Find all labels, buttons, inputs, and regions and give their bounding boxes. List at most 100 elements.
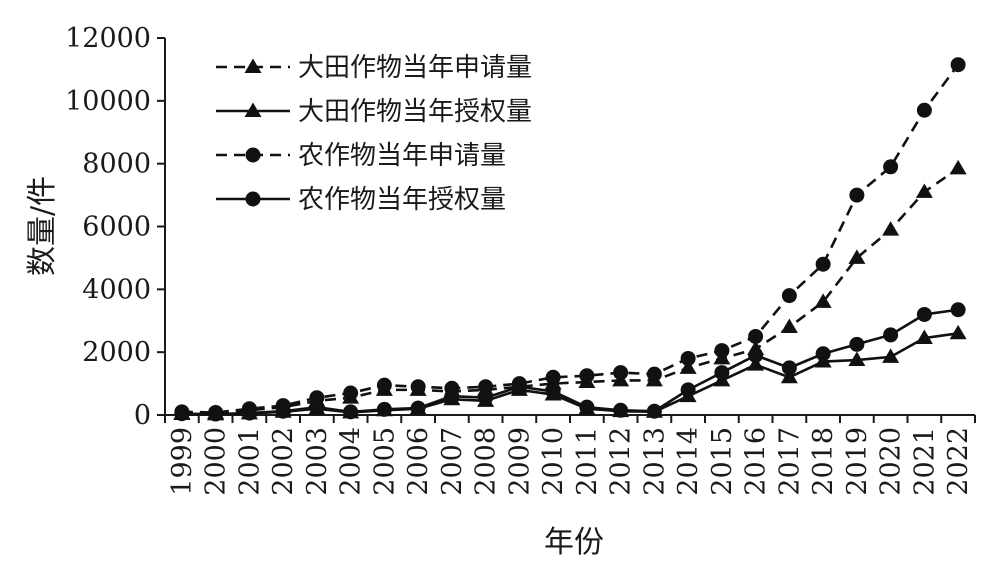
y-axis-title: 数量/件 [25,176,60,276]
data-point [444,388,460,404]
x-tick-label: 2006 [403,427,434,496]
data-point [915,183,933,198]
legend-label: 大田作物当年授权量 [298,97,532,127]
data-point [376,401,392,417]
data-point [780,318,798,333]
y-tick-label: 0 [134,400,151,431]
x-axis-title: 年份 [544,525,604,560]
data-point [343,404,359,420]
y-tick-label: 4000 [82,274,151,305]
data-point [882,221,900,236]
data-point [679,359,697,374]
data-point [478,379,494,395]
data-point [780,368,798,384]
data-point [915,329,933,344]
data-point [511,379,527,395]
data-point [949,324,967,340]
y-tick-label: 2000 [82,337,151,368]
data-point [849,336,865,352]
data-point [714,365,730,381]
data-point [714,343,730,359]
x-tick-label: 2016 [741,427,772,496]
data-point [410,379,426,395]
data-point [815,256,831,272]
data-point [849,187,865,203]
x-tick-label: 2012 [606,427,637,496]
legend-marker [245,191,261,207]
x-tick-label: 2015 [707,427,738,496]
data-point [241,405,257,421]
data-point [848,249,866,264]
data-point [781,288,797,304]
x-tick-label: 2008 [471,427,502,496]
legend-marker [245,147,261,163]
x-tick-label: 1999 [167,427,198,496]
x-tick-label: 2003 [302,427,333,496]
data-point [680,382,696,398]
data-point [748,328,764,344]
data-point [478,390,494,406]
plot-area [173,57,967,422]
data-point [613,365,629,381]
data-point [916,102,932,118]
data-point [275,403,291,419]
data-point [815,346,831,362]
legend-label: 农作物当年申请量 [298,141,506,171]
series-4 [174,302,966,422]
legend-item: 农作物当年申请量 [216,141,506,171]
data-point [579,399,595,415]
x-tick-label: 2019 [842,427,873,496]
y-ticks: 0 2000 4000 6000 8000 10000 12000 [65,23,165,431]
legend-item: 大田作物当年申请量 [216,53,532,83]
y-tick-label: 6000 [82,212,151,243]
x-tick-label: 2005 [369,427,400,496]
x-tick-label: 2018 [808,427,839,496]
x-tick-label: 2014 [673,427,704,496]
x-ticks: 1999 2000 2001 2002 2003 2004 2005 2006 2007 2008… [164,415,976,496]
legend-label: 大田作物当年申请量 [298,53,532,83]
data-point [747,356,765,371]
data-point [646,403,662,419]
y-tick-label: 12000 [65,23,151,54]
data-point [883,159,899,175]
x-tick-label: 2013 [639,427,670,496]
data-point [916,306,932,322]
data-point [814,293,832,308]
data-point [174,406,190,422]
x-tick-label: 2000 [201,427,232,496]
legend-item: 大田作物当年授权量 [216,97,532,127]
axes: 0 2000 4000 6000 8000 10000 12000 1999 2000 2001… [65,23,976,496]
legend-label: 农作物当年授权量 [298,185,506,215]
x-tick-label: 2010 [538,427,569,496]
data-point [410,400,426,416]
y-tick-label: 8000 [82,149,151,180]
legend-marker [244,58,262,73]
series-3 [174,57,966,420]
data-point [613,402,629,418]
x-tick-label: 2020 [876,427,907,496]
data-point [781,360,797,376]
x-tick-label: 2022 [943,427,974,496]
x-tick-label: 2007 [437,427,468,496]
data-point [950,302,966,318]
y-tick-label: 10000 [65,86,151,117]
data-point [343,385,359,401]
data-point [309,399,325,415]
data-point [748,347,764,363]
x-tick-label: 2004 [336,427,367,496]
data-point [208,406,224,422]
data-point [882,348,900,363]
x-tick-label: 2017 [774,427,805,496]
data-point [680,350,696,366]
data-point [646,366,662,382]
data-point [950,57,966,73]
x-tick-label: 2009 [504,427,535,496]
x-tick-label: 2011 [572,427,603,496]
data-point [376,377,392,393]
data-point [883,327,899,343]
data-point [579,368,595,384]
legend-marker [244,102,262,117]
data-point [545,383,561,399]
